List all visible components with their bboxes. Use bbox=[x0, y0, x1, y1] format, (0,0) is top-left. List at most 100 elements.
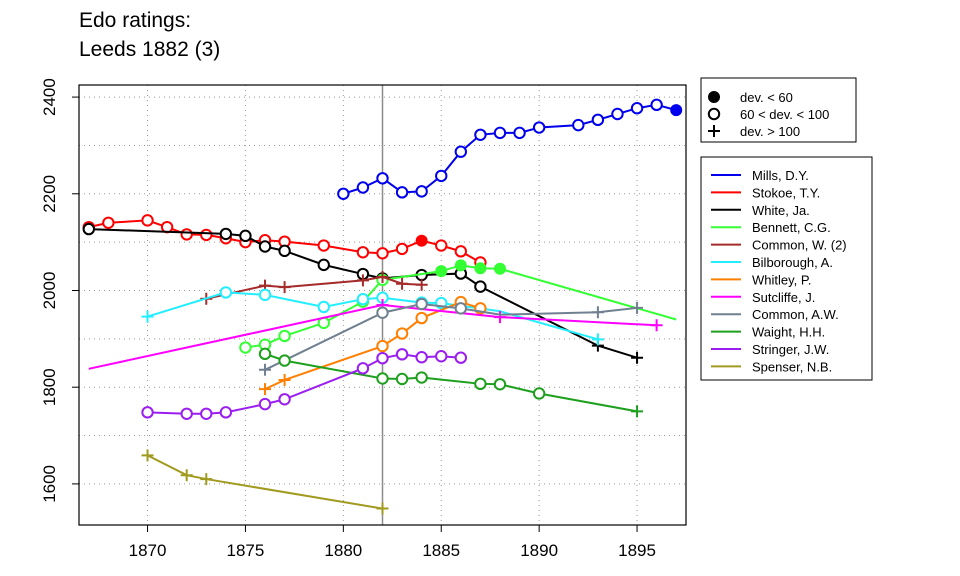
data-point bbox=[278, 244, 291, 258]
data-point bbox=[356, 274, 369, 287]
plot-frame bbox=[78, 84, 687, 526]
data-point bbox=[611, 107, 624, 121]
data-point bbox=[200, 407, 213, 420]
series-legend-label: Stokoe, T.Y. bbox=[752, 185, 820, 200]
data-point bbox=[650, 319, 663, 332]
series-legend-label: Whitley, P. bbox=[752, 272, 811, 287]
series-group bbox=[141, 449, 389, 515]
data-point bbox=[474, 377, 487, 391]
data-point bbox=[180, 469, 193, 482]
data-point bbox=[435, 265, 448, 278]
data-point bbox=[356, 181, 370, 194]
data-point bbox=[415, 297, 428, 311]
data-point bbox=[376, 247, 389, 260]
series-line bbox=[147, 454, 383, 510]
x-tick-label: 1875 bbox=[227, 541, 265, 560]
marker-legend-box bbox=[700, 77, 857, 143]
data-point bbox=[631, 301, 644, 314]
data-point bbox=[707, 107, 721, 121]
series-group bbox=[82, 222, 644, 364]
data-point bbox=[415, 371, 428, 384]
data-point bbox=[376, 306, 389, 319]
series-group bbox=[82, 214, 487, 269]
series-legend-label: Bennett, C.G. bbox=[752, 220, 831, 235]
data-point bbox=[493, 311, 506, 324]
data-point bbox=[631, 351, 644, 364]
series-group bbox=[141, 348, 468, 420]
x-tick-label: 1870 bbox=[129, 541, 167, 560]
data-point bbox=[141, 449, 154, 462]
data-point bbox=[415, 234, 428, 247]
data-point bbox=[376, 172, 389, 185]
y-tick-label: 2000 bbox=[40, 272, 59, 310]
data-point bbox=[493, 378, 507, 391]
data-point bbox=[258, 288, 272, 302]
data-point bbox=[435, 169, 448, 183]
data-point bbox=[200, 228, 213, 242]
data-point bbox=[278, 329, 291, 343]
data-point bbox=[82, 222, 95, 236]
data-point bbox=[219, 286, 233, 299]
series-legend-label: Common, A.W. bbox=[752, 307, 839, 322]
data-point bbox=[395, 327, 409, 340]
data-point bbox=[376, 502, 389, 515]
data-point bbox=[180, 228, 193, 241]
data-point bbox=[102, 216, 115, 230]
data-point bbox=[532, 387, 546, 400]
data-point bbox=[435, 239, 448, 252]
y-tick-label: 1600 bbox=[40, 465, 59, 503]
series-group bbox=[259, 295, 487, 396]
series-group bbox=[258, 347, 644, 418]
data-point bbox=[278, 354, 291, 367]
data-point bbox=[650, 98, 663, 112]
x-tick-label: 1880 bbox=[324, 541, 362, 560]
marker-legend: dev. < 60 60 < dev. < 100 dev. > 100 bbox=[700, 77, 857, 143]
data-point bbox=[415, 278, 428, 291]
series-legend: Mills, D.Y. Stokoe, T.Y. White, Ja. Bennett… bbox=[700, 156, 873, 381]
data-point bbox=[219, 406, 233, 419]
data-point bbox=[454, 302, 468, 315]
data-point bbox=[474, 262, 487, 275]
series-line bbox=[343, 103, 677, 195]
series-line bbox=[264, 352, 638, 413]
data-point bbox=[278, 373, 291, 386]
x-tick-label: 1895 bbox=[618, 541, 656, 560]
data-point bbox=[395, 348, 409, 361]
data-point bbox=[396, 277, 409, 290]
data-point bbox=[200, 473, 213, 486]
data-point bbox=[395, 242, 409, 256]
data-point bbox=[670, 104, 683, 117]
data-point bbox=[376, 339, 389, 353]
y-tick-label: 2400 bbox=[40, 78, 59, 116]
x-tick-label: 1885 bbox=[422, 541, 460, 560]
data-point bbox=[258, 347, 272, 361]
data-point bbox=[356, 362, 370, 375]
data-point bbox=[708, 91, 720, 103]
data-point bbox=[591, 113, 605, 127]
data-point bbox=[259, 383, 272, 396]
series-line bbox=[147, 291, 599, 341]
data-point bbox=[356, 246, 370, 259]
data-point bbox=[415, 311, 428, 325]
series-legend-label: White, Ja. bbox=[752, 203, 810, 218]
x-tick-label: 1890 bbox=[520, 541, 558, 560]
chart-title-line-2: Leeds 1882 (3) bbox=[79, 38, 221, 61]
data-point bbox=[356, 292, 370, 306]
data-point bbox=[239, 341, 252, 354]
data-point bbox=[474, 280, 487, 293]
series-legend-label: Mills, D.Y. bbox=[752, 168, 809, 183]
data-point bbox=[376, 270, 389, 283]
data-point bbox=[259, 363, 272, 376]
series-group bbox=[337, 98, 683, 200]
data-point bbox=[591, 306, 604, 319]
data-point bbox=[180, 407, 193, 420]
series-legend-label: Common, W. (2) bbox=[752, 238, 847, 253]
chart-title-line-1: Edo ratings: bbox=[79, 9, 192, 32]
series-legend-label: Spenser, N.B. bbox=[752, 359, 832, 374]
data-point bbox=[708, 125, 720, 137]
data-point bbox=[278, 281, 291, 294]
y-tick-label: 1800 bbox=[40, 368, 59, 406]
series-legend-label: Bilborough, A. bbox=[752, 255, 833, 270]
